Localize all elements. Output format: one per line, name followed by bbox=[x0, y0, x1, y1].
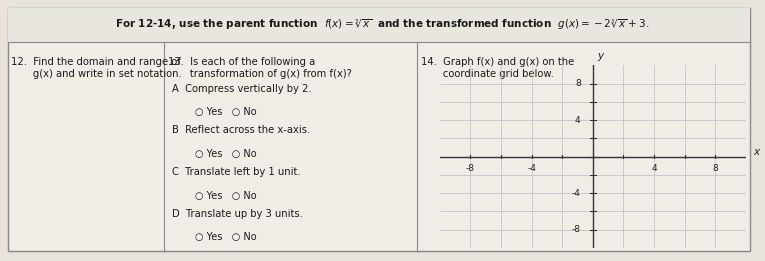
Text: x: x bbox=[754, 147, 760, 157]
Text: 8: 8 bbox=[575, 79, 581, 88]
Text: For 12-14, use the parent function  $f(x)=\sqrt[3]{x}$  and the transformed func: For 12-14, use the parent function $f(x)… bbox=[116, 17, 649, 32]
Text: -4: -4 bbox=[571, 189, 581, 198]
Text: 4: 4 bbox=[575, 116, 581, 124]
Text: D  Translate up by 3 units.: D Translate up by 3 units. bbox=[172, 209, 303, 219]
Text: B  Reflect across the x-axis.: B Reflect across the x-axis. bbox=[172, 125, 311, 135]
Text: 14.  Graph f(x) and g(x) on the
       coordinate grid below.: 14. Graph f(x) and g(x) on the coordinat… bbox=[421, 57, 574, 79]
Text: 13.  Is each of the following a
       transformation of g(x) from f(x)?: 13. Is each of the following a transform… bbox=[168, 57, 352, 79]
Text: -8: -8 bbox=[571, 225, 581, 234]
Text: ○ Yes   ○ No: ○ Yes ○ No bbox=[195, 107, 257, 117]
Text: -4: -4 bbox=[527, 164, 536, 173]
Text: 4: 4 bbox=[651, 164, 657, 173]
Text: A  Compress vertically by 2.: A Compress vertically by 2. bbox=[172, 84, 312, 93]
Text: ○ Yes   ○ No: ○ Yes ○ No bbox=[195, 149, 257, 159]
FancyBboxPatch shape bbox=[8, 8, 750, 42]
Text: 12.  Find the domain and range of
       g(x) and write in set notation.: 12. Find the domain and range of g(x) an… bbox=[11, 57, 182, 79]
Text: ○ Yes   ○ No: ○ Yes ○ No bbox=[195, 191, 257, 200]
Text: y: y bbox=[597, 51, 604, 61]
Text: ○ Yes   ○ No: ○ Yes ○ No bbox=[195, 232, 257, 242]
Text: C  Translate left by 1 unit.: C Translate left by 1 unit. bbox=[172, 167, 301, 177]
Text: -8: -8 bbox=[466, 164, 475, 173]
Text: 8: 8 bbox=[712, 164, 718, 173]
FancyBboxPatch shape bbox=[8, 8, 750, 251]
